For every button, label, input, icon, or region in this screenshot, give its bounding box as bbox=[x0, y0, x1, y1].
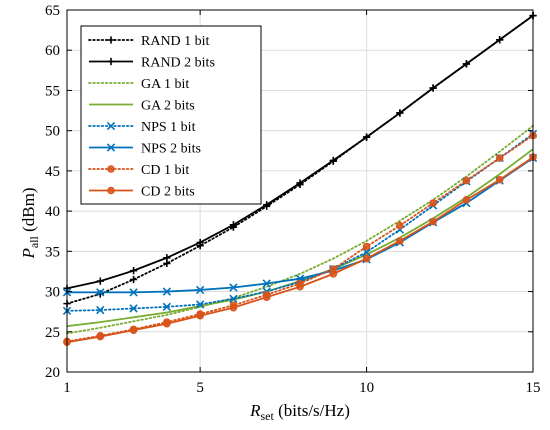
series-ga-1-bit bbox=[66, 124, 534, 335]
y-tick-label: 60 bbox=[45, 43, 60, 59]
data-point bbox=[496, 36, 504, 44]
y-tick-label: 40 bbox=[45, 204, 60, 220]
y-tick-label: 55 bbox=[45, 83, 60, 99]
legend-item: RAND 2 bits bbox=[89, 56, 215, 71]
series-layer bbox=[62, 12, 538, 347]
legend-item: NPS 1 bit bbox=[88, 120, 196, 135]
data-point bbox=[262, 293, 271, 301]
data-point bbox=[96, 305, 105, 315]
data-point bbox=[429, 199, 437, 207]
series-line bbox=[66, 124, 534, 335]
x-axis-symbol: R bbox=[249, 401, 261, 420]
y-tick-label: 20 bbox=[45, 365, 60, 381]
data-point bbox=[329, 156, 337, 165]
data-point bbox=[429, 217, 437, 226]
data-point bbox=[162, 287, 172, 296]
legend-item: NPS 2 bits bbox=[89, 142, 201, 157]
data-point bbox=[296, 179, 304, 187]
data-point bbox=[229, 283, 238, 292]
legend-marker bbox=[106, 121, 116, 131]
data-point bbox=[96, 277, 104, 285]
data-point bbox=[296, 282, 304, 291]
series-cd-2-bits bbox=[63, 153, 537, 347]
data-point bbox=[462, 60, 471, 68]
y-tick-label: 30 bbox=[45, 285, 60, 301]
legend-label: RAND 2 bits bbox=[141, 56, 215, 71]
data-point bbox=[362, 247, 371, 257]
y-axis-title: Pall (dBm) bbox=[19, 187, 41, 259]
x-tick-label: 15 bbox=[526, 380, 541, 396]
y-tick-label: 65 bbox=[45, 3, 60, 19]
x-axis-subscript: set bbox=[261, 409, 275, 423]
data-point bbox=[129, 275, 138, 284]
data-point bbox=[362, 242, 371, 251]
data-point bbox=[162, 302, 172, 312]
data-point bbox=[229, 303, 238, 312]
legend-label: GA 1 bit bbox=[141, 77, 189, 92]
legend-marker bbox=[107, 36, 115, 44]
legend-label: NPS 1 bit bbox=[141, 120, 196, 135]
data-point bbox=[462, 176, 471, 185]
data-point bbox=[396, 221, 404, 230]
data-point bbox=[229, 221, 238, 229]
data-point bbox=[495, 175, 504, 184]
legend-item: RAND 1 bit bbox=[88, 34, 210, 49]
data-point bbox=[195, 285, 205, 295]
y-axis-subscript: all bbox=[27, 235, 41, 248]
legend-marker bbox=[107, 165, 115, 173]
legend-item: GA 2 bits bbox=[89, 99, 195, 114]
data-point bbox=[429, 84, 437, 92]
data-point bbox=[495, 154, 504, 162]
x-tick-label: 1 bbox=[63, 380, 71, 396]
data-point bbox=[195, 300, 205, 309]
legend: RAND 1 bit RAND 2 bits GA 1 bit GA 2 bits NP… bbox=[80, 25, 262, 205]
data-point bbox=[129, 288, 138, 297]
legend-item: CD 2 bits bbox=[89, 185, 195, 200]
x-axis-title: Rset (bits/s/Hz) bbox=[249, 401, 350, 423]
data-point bbox=[96, 288, 105, 297]
y-tick-label: 45 bbox=[45, 164, 60, 180]
data-point bbox=[362, 254, 371, 263]
legend-marker bbox=[107, 186, 115, 195]
legend-box bbox=[80, 25, 262, 205]
data-point bbox=[96, 332, 105, 341]
y-tick-label: 35 bbox=[45, 244, 60, 260]
data-point bbox=[229, 294, 238, 303]
data-point bbox=[129, 326, 138, 334]
legend-item: GA 1 bit bbox=[88, 77, 189, 92]
data-point bbox=[196, 238, 204, 247]
data-point bbox=[163, 319, 171, 328]
data-point bbox=[329, 270, 338, 278]
y-axis-symbol: P bbox=[19, 248, 38, 259]
legend-item: CD 1 bit bbox=[88, 163, 189, 178]
x-tick-label: 5 bbox=[196, 380, 204, 396]
data-point bbox=[362, 133, 371, 141]
data-point bbox=[263, 201, 271, 209]
data-point bbox=[396, 237, 404, 245]
y-axis-unit: (dBm) bbox=[19, 187, 38, 236]
legend-label: RAND 1 bit bbox=[141, 34, 210, 49]
x-tick-label: 10 bbox=[359, 380, 374, 396]
data-point bbox=[163, 254, 171, 262]
data-point bbox=[462, 196, 471, 204]
y-tick-label: 25 bbox=[45, 325, 60, 341]
data-point bbox=[129, 267, 138, 275]
legend-marker bbox=[107, 57, 115, 66]
legend-label: CD 2 bits bbox=[141, 185, 195, 200]
data-point bbox=[196, 311, 204, 320]
x-axis-unit: (bits/s/Hz) bbox=[274, 401, 350, 420]
data-point bbox=[129, 304, 138, 313]
legend-label: CD 1 bit bbox=[141, 163, 189, 178]
data-point bbox=[262, 279, 271, 288]
legend-marker bbox=[106, 143, 116, 152]
series-rand-2-bits bbox=[63, 12, 537, 292]
plot-frame bbox=[66, 9, 534, 373]
legend-label: GA 2 bits bbox=[141, 99, 195, 114]
y-tick-label: 50 bbox=[45, 124, 60, 140]
data-point bbox=[396, 109, 404, 117]
legend-label: NPS 2 bits bbox=[141, 142, 201, 157]
